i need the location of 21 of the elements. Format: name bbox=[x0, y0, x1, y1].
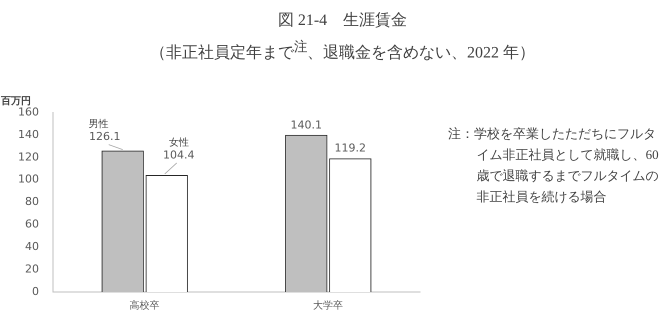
x-tick-label: 大学卒 bbox=[313, 300, 344, 312]
text: 女性 bbox=[168, 136, 189, 149]
text: 注：学校を卒業したただちにフルタイム非正社員として就職し、60 歳で退職するまでフルタイムの非正社員を続ける場合 bbox=[448, 125, 660, 206]
y-tick-label: 120 bbox=[18, 150, 39, 164]
y-tick-label: 80 bbox=[24, 195, 39, 208]
y-tick-label: 60 bbox=[24, 218, 39, 231]
data-label: 140.1 bbox=[290, 118, 322, 132]
y-axis-title: 百万円 bbox=[0, 96, 31, 108]
data-label: 126.1 bbox=[88, 130, 120, 143]
chart-title: 図 21-4 生涯賃金 bbox=[276, 10, 408, 31]
y-tick-label: 40 bbox=[24, 240, 39, 254]
y-tick-label: 20 bbox=[24, 262, 39, 276]
data-label: 104.4 bbox=[163, 148, 195, 162]
y-tick-label: 0 bbox=[32, 284, 39, 298]
y-tick-label: 100 bbox=[18, 172, 39, 186]
x-tick-label: 高校卒 bbox=[130, 300, 160, 312]
y-tick-label: 160 bbox=[18, 105, 39, 118]
y-tick-label: 140 bbox=[18, 128, 39, 141]
data-label: 119.2 bbox=[334, 142, 366, 155]
chart-subtitle: （非正社員定年まで$^{注}$、退職金を含めない、2022 年） bbox=[149, 38, 536, 64]
text: 男性 bbox=[88, 118, 109, 130]
